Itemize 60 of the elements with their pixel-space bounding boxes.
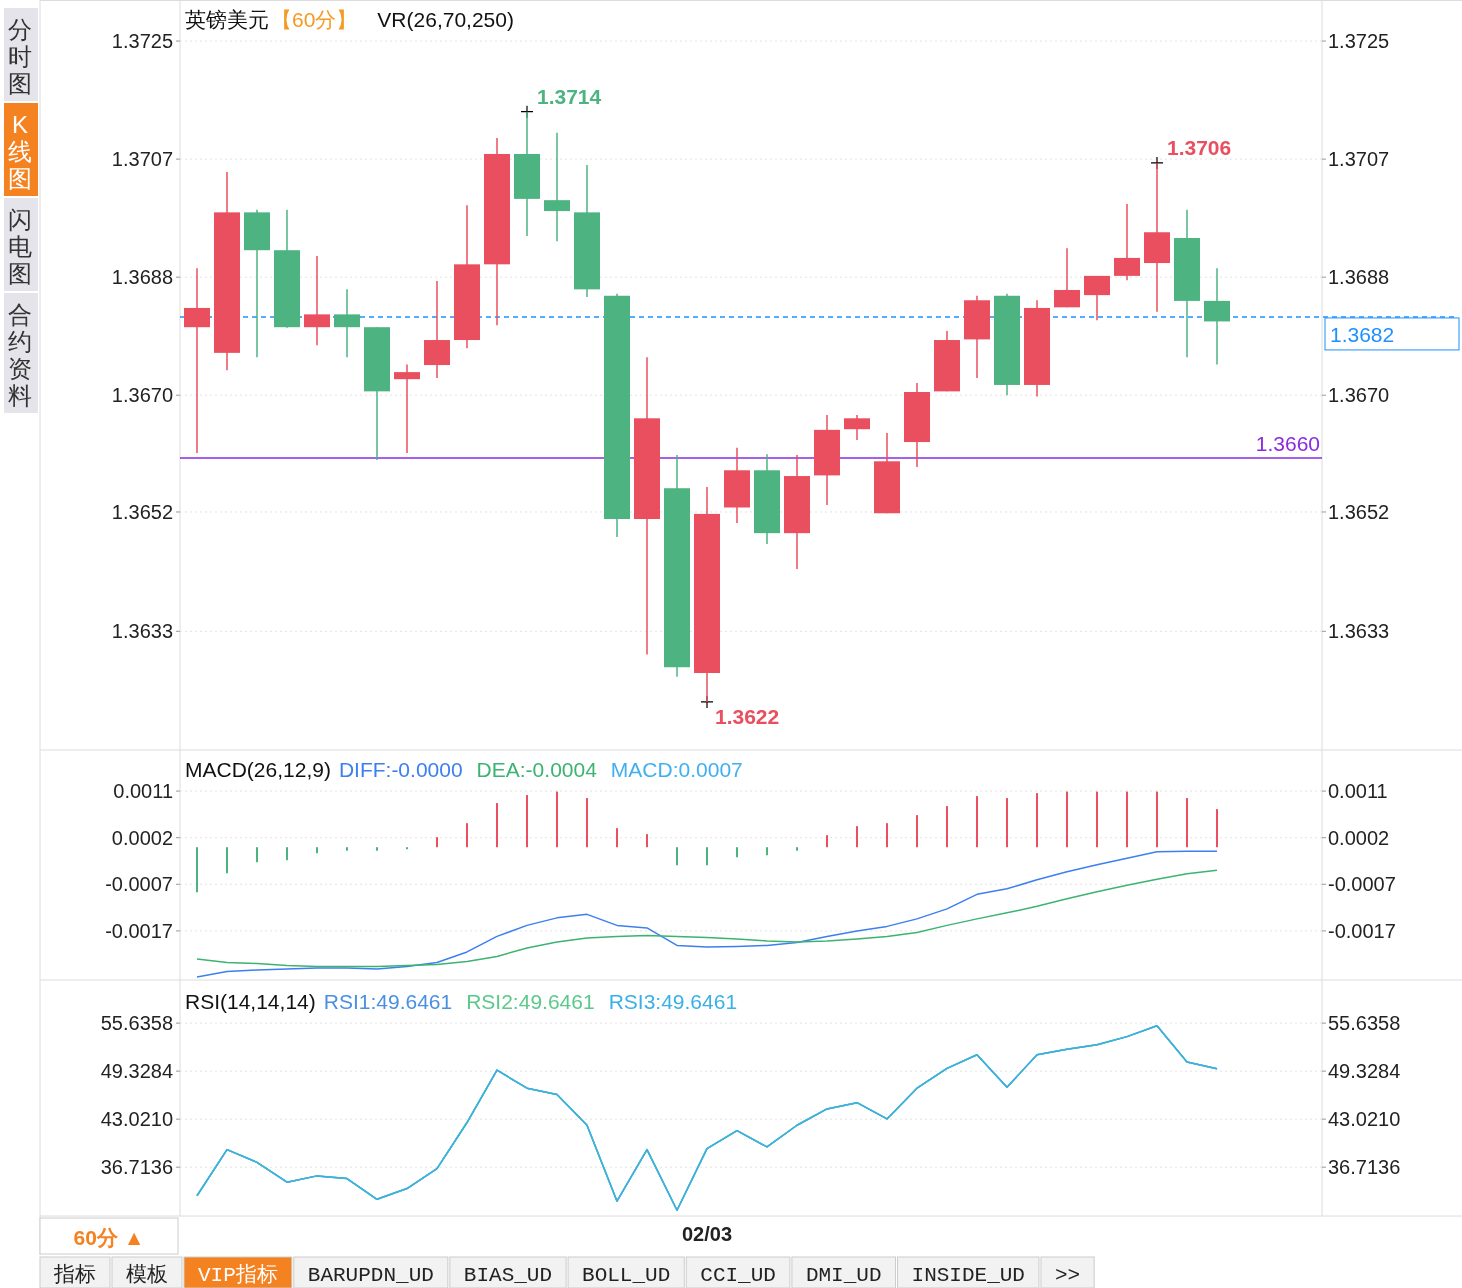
y2-tick-label: 1.3688 [1328, 266, 1390, 289]
text: DIFF:-0.0000 [338, 758, 463, 781]
text: 模板 [126, 1263, 168, 1287]
text: 分时图 [8, 16, 32, 97]
y-tick-label: 1.3707 [111, 148, 173, 171]
y-tick-label: 1.3652 [111, 500, 173, 523]
ref-line-label: 1.3682 [1330, 322, 1395, 346]
text: VIP指标 [198, 1263, 278, 1287]
y2-tick-label: 1.3725 [1328, 30, 1390, 53]
y2-tick-label: 1.3633 [1328, 620, 1390, 643]
y-tick-label: 0.0011 [113, 780, 173, 803]
y2-tick-label: 43.0210 [1328, 1108, 1401, 1131]
y2-tick-label: 1.3707 [1328, 148, 1390, 171]
y-tick-label: 0.0002 [111, 826, 173, 849]
text: DMI_UD [805, 1264, 882, 1287]
y-tick-label: 55.6358 [100, 1012, 173, 1035]
y-tick-label: -0.0017 [105, 919, 173, 942]
y2-tick-label: 55.6358 [1328, 1012, 1401, 1035]
y-tick-label: 1.3688 [111, 266, 173, 289]
annotation: 1.3714 [537, 84, 602, 108]
text: CCI_UD [700, 1264, 776, 1287]
y2-tick-label: 0.0002 [1328, 826, 1390, 849]
annotation: VR(26,70,250) [377, 8, 514, 31]
y-tick-label: 49.3284 [100, 1060, 173, 1083]
chart-subtitle: 【60分】 [271, 8, 358, 31]
annotation: 1.3706 [1167, 135, 1232, 159]
text: RSI(14,14,14) [185, 990, 316, 1013]
y2-tick-label: 36.7136 [1328, 1156, 1401, 1179]
y2-tick-label: 49.3284 [1328, 1060, 1401, 1083]
chart-title: 英镑美元 [185, 8, 269, 31]
text: BARUPDN_UD [307, 1264, 434, 1287]
series-label: MACD:0.0007 [610, 758, 743, 781]
y-tick-label: -0.0007 [105, 873, 173, 896]
text: K线图 [8, 111, 32, 192]
y-tick-label: 36.7136 [100, 1156, 173, 1179]
text: BOLL_UD [582, 1264, 671, 1287]
y2-tick-label: 1.3670 [1328, 384, 1390, 407]
ref-line-label: 1.3660 [1255, 432, 1320, 456]
text: INSIDE_UD [911, 1264, 1025, 1287]
y-tick-label: 1.3633 [111, 620, 173, 643]
text: RSI2:49.6461 [466, 990, 595, 1013]
text: RSI1:49.6461 [323, 990, 453, 1013]
y2-tick-label: -0.0017 [1328, 919, 1396, 942]
chart-title: MACD(26,12,9) [185, 758, 331, 781]
y-tick-label: 1.3670 [111, 384, 173, 407]
text: >> [1054, 1264, 1081, 1287]
y-tick-label: 43.0210 [100, 1108, 173, 1131]
y2-tick-label: -0.0007 [1328, 873, 1396, 896]
text: 闪电图 [8, 206, 32, 287]
text: BIAS_UD [463, 1264, 553, 1287]
y2-tick-label: 1.3652 [1328, 500, 1390, 523]
text: DEA:-0.0004 [476, 758, 598, 781]
annotation: 1.3622 [715, 704, 780, 728]
text: 指标 [53, 1263, 96, 1287]
y-tick-label: 1.3725 [111, 30, 173, 53]
y2-tick-label: 0.0011 [1328, 780, 1388, 803]
text: 60分 ▲ [73, 1226, 145, 1249]
x-tick-label: 02/03 [681, 1223, 733, 1245]
text: 合约资料 [8, 301, 32, 409]
text: RSI3:49.6461 [608, 990, 738, 1013]
